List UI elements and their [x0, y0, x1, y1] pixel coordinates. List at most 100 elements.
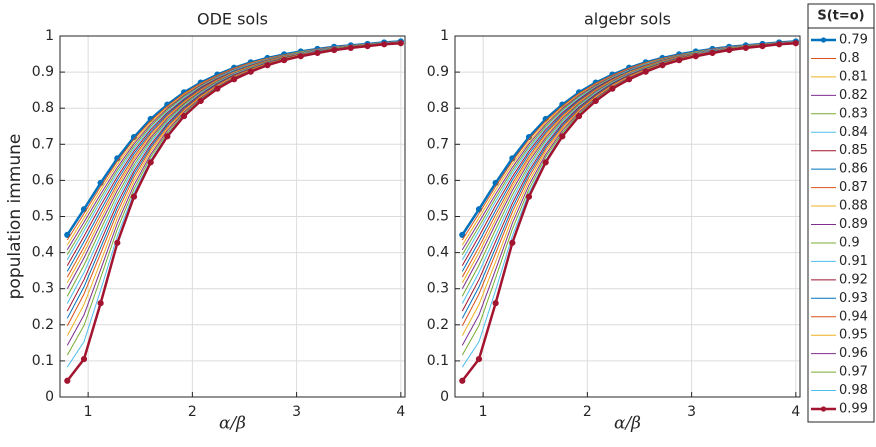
point: [80, 355, 88, 363]
point: [776, 41, 783, 48]
point: [726, 46, 733, 54]
legend-label: 0.96: [839, 346, 868, 361]
legend-marker: [820, 406, 827, 412]
y-tick-label: 0.3: [32, 281, 54, 297]
x-tick-label: 3: [292, 404, 301, 420]
y-tick-label: 1: [45, 28, 54, 44]
legend-label: 0.81: [839, 69, 868, 84]
legend-label: 0.95: [839, 328, 868, 343]
y-tick-label: 0.3: [427, 281, 449, 297]
point: [247, 68, 254, 75]
point: [214, 85, 221, 92]
point: [592, 97, 599, 105]
y-tick-label: 0.2: [32, 317, 54, 333]
x-tick-label: 4: [396, 404, 405, 420]
chart-title: algebr sols: [584, 10, 671, 29]
point: [297, 53, 304, 60]
point: [64, 377, 71, 384]
legend: S(t=o) 0.79 0.8 0.81 0.82 0.83 0.84 0.85 0.86 0.8…: [807, 3, 875, 423]
legend-label: 0.93: [839, 291, 868, 306]
legend-label: 0.97: [839, 365, 868, 380]
point: [97, 300, 104, 307]
y-tick-label: 0.9: [32, 64, 54, 80]
point: [742, 44, 749, 52]
point: [659, 62, 666, 69]
point: [459, 231, 466, 239]
point: [381, 41, 388, 48]
legend-label: 0.85: [839, 143, 868, 158]
point: [280, 57, 288, 64]
legend-label: 0.84: [839, 125, 868, 140]
x-tick-label: 2: [583, 404, 592, 420]
point: [347, 44, 354, 52]
legend-label: 0.94: [839, 309, 868, 324]
legend-label: 0.99: [839, 402, 868, 417]
point: [692, 53, 699, 60]
point: [792, 40, 799, 47]
legend-label: 0.87: [839, 180, 868, 195]
point: [609, 85, 616, 92]
y-tick-label: 0.1: [32, 353, 54, 369]
point: [147, 159, 154, 166]
point: [675, 57, 683, 64]
point: [559, 133, 566, 140]
x-axis-label: α/β: [219, 414, 246, 434]
point: [709, 49, 716, 57]
point: [542, 159, 549, 166]
point: [759, 43, 766, 50]
point: [180, 113, 188, 120]
point: [575, 113, 583, 120]
point: [230, 76, 238, 83]
x-tick-label: 1: [479, 404, 488, 420]
legend-label: 0.8: [839, 51, 860, 66]
legend-label: 0.91: [839, 254, 868, 269]
legend-label: 0.9: [839, 235, 860, 250]
y-tick-label: 0.7: [427, 136, 449, 152]
chart-title: ODE sols: [197, 10, 268, 29]
y-axis-label: population immune: [5, 134, 25, 300]
y-tick-label: 0: [440, 389, 449, 405]
x-tick-label: 3: [687, 404, 696, 420]
point: [475, 355, 483, 363]
y-tick-label: 0.7: [32, 136, 54, 152]
y-tick-label: 0.8: [427, 100, 449, 116]
point: [509, 239, 516, 246]
point: [492, 300, 499, 307]
legend-box: [807, 3, 875, 423]
legend-label: 0.86: [839, 162, 868, 177]
legend-title: S(t=o): [817, 9, 864, 24]
y-tick-label: 0.4: [32, 245, 54, 261]
x-tick-label: 1: [84, 404, 93, 420]
legend-label: 0.89: [839, 217, 868, 232]
axes-box: [454, 35, 801, 398]
point: [264, 62, 271, 69]
y-tick-label: 0.8: [32, 100, 54, 116]
y-tick-label: 1: [440, 28, 449, 44]
y-tick-label: 0: [45, 389, 54, 405]
point: [525, 193, 533, 200]
legend-marker: [820, 37, 827, 43]
y-tick-label: 0.9: [427, 64, 449, 80]
point: [625, 76, 633, 83]
x-axis-label: α/β: [614, 414, 641, 434]
y-tick-label: 0.4: [427, 245, 449, 261]
legend-label: 0.88: [839, 199, 868, 214]
legend-label: 0.79: [839, 33, 868, 48]
y-tick-label: 0.6: [32, 172, 54, 188]
point: [314, 49, 321, 57]
y-tick-label: 0.1: [427, 353, 449, 369]
point: [459, 377, 466, 384]
point: [364, 43, 371, 50]
legend-label: 0.82: [839, 88, 868, 103]
point: [64, 231, 71, 239]
x-tick-label: 2: [188, 404, 197, 420]
legend-label: 0.83: [839, 106, 868, 121]
point: [197, 97, 204, 105]
point: [331, 46, 338, 54]
y-tick-label: 0.5: [427, 209, 449, 225]
y-tick-label: 0.5: [32, 209, 54, 225]
axes-box: [59, 35, 406, 398]
point: [642, 68, 649, 75]
legend-label: 0.92: [839, 272, 868, 287]
